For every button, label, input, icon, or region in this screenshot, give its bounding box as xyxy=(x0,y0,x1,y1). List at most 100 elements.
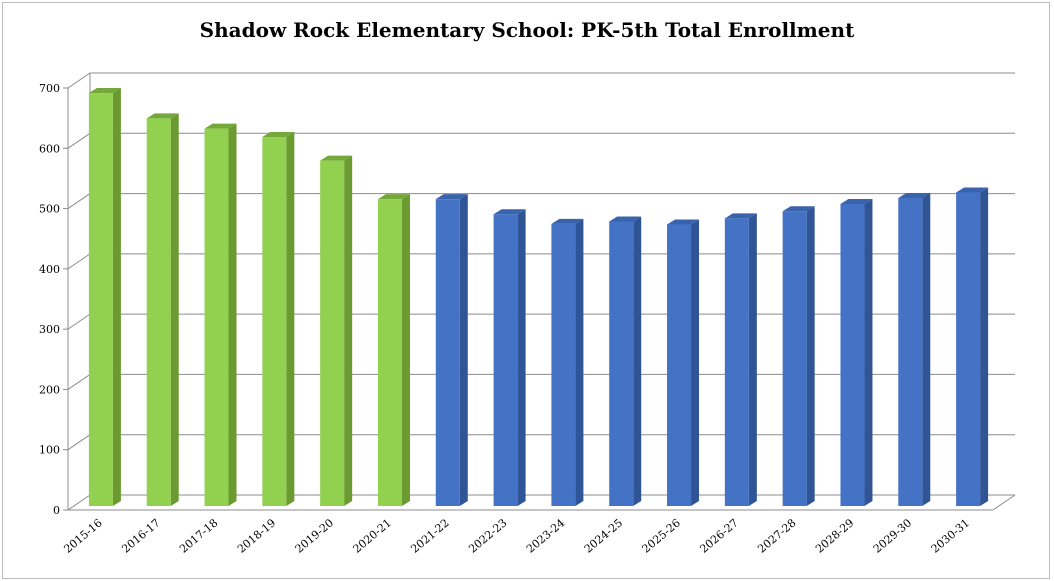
bar-side xyxy=(170,113,179,506)
x-tick-label-2030-31: 2030-31 xyxy=(929,516,972,555)
y-tick-label-700: 700 xyxy=(39,82,60,95)
bar-side xyxy=(575,218,584,506)
bar-2026-27 xyxy=(724,213,757,507)
bar-top xyxy=(782,206,815,212)
bar-top xyxy=(435,194,468,200)
bar-2022-23 xyxy=(493,209,526,506)
bar-front xyxy=(493,214,518,506)
bar-front xyxy=(667,224,692,507)
bar-top xyxy=(88,88,121,94)
x-tick-label-2021-22: 2021-22 xyxy=(408,516,451,555)
bar-top xyxy=(609,216,642,222)
bar-top xyxy=(493,209,526,215)
bar-side xyxy=(806,206,815,506)
bar-side xyxy=(633,216,642,507)
bar-side xyxy=(864,198,873,506)
x-tick-label-2023-24: 2023-24 xyxy=(524,516,567,555)
gridline-side-0 xyxy=(67,494,91,511)
bar-top xyxy=(204,123,237,129)
bar-side xyxy=(459,194,468,506)
bar-front xyxy=(320,160,345,506)
bar-top xyxy=(551,218,584,224)
bar-front xyxy=(377,199,402,506)
gridline-side-700 xyxy=(67,72,91,89)
bar-top xyxy=(667,219,700,225)
bar-top xyxy=(146,113,179,119)
y-tick-label-0: 0 xyxy=(53,504,60,517)
gridline-side-200 xyxy=(67,374,91,390)
x-tick-label-2026-27: 2026-27 xyxy=(697,516,740,555)
bar-front xyxy=(204,128,229,506)
y-tick-label-100: 100 xyxy=(39,444,60,457)
bar-side xyxy=(748,213,757,507)
x-tick-label-2027-28: 2027-28 xyxy=(755,516,798,555)
bar-front xyxy=(146,118,171,506)
x-tick-label-2022-23: 2022-23 xyxy=(466,516,509,555)
bar-2017-18 xyxy=(204,123,237,507)
y-tick-label-500: 500 xyxy=(39,203,60,216)
y-tick-label-200: 200 xyxy=(39,383,60,396)
gridline-side-600 xyxy=(67,132,91,149)
x-tick-label-2019-20: 2019-20 xyxy=(293,516,336,555)
bar-top xyxy=(724,213,757,219)
bar-front xyxy=(782,211,807,506)
bar-2015-16 xyxy=(88,88,121,507)
bars xyxy=(88,88,989,507)
x-tick-label-2028-29: 2028-29 xyxy=(813,516,856,555)
y-tick-label-600: 600 xyxy=(39,142,60,155)
bar-2023-24 xyxy=(551,218,584,506)
bar-top xyxy=(956,187,989,193)
bar-side xyxy=(922,192,931,506)
x-axis-ticks: 2015-16 2016-17 2017-18 2018-19 2019-20 2020-… xyxy=(61,516,972,555)
bar-side xyxy=(401,194,410,506)
bar-front xyxy=(551,223,576,506)
bar-side xyxy=(344,155,353,506)
bar-side xyxy=(286,132,295,506)
y-tick-label-400: 400 xyxy=(39,263,60,276)
x-tick-label-2029-30: 2029-30 xyxy=(871,516,914,555)
bar-2029-30 xyxy=(898,192,931,506)
chart-title: Shadow Rock Elementary School: PK-5th To… xyxy=(199,18,855,42)
y-tick-label-300: 300 xyxy=(39,323,60,336)
bar-top xyxy=(262,132,295,138)
bar-front xyxy=(609,221,634,507)
bar-2028-29 xyxy=(840,198,873,506)
bar-side xyxy=(228,123,237,507)
x-tick-label-2024-25: 2024-25 xyxy=(582,516,625,555)
bar-2018-19 xyxy=(262,132,295,506)
bar-side xyxy=(517,209,526,506)
floor-right-edge xyxy=(992,494,1016,511)
bar-2027-28 xyxy=(782,206,815,506)
bar-front xyxy=(898,197,923,506)
bar-front xyxy=(435,199,460,506)
x-tick-label-2016-17: 2016-17 xyxy=(119,516,162,555)
bar-front xyxy=(262,137,287,506)
bar-front xyxy=(724,218,749,507)
bar-2016-17 xyxy=(146,113,179,506)
gridline-side-500 xyxy=(67,193,91,209)
gridline-side-300 xyxy=(67,313,91,330)
bar-2021-22 xyxy=(435,194,468,506)
x-tick-label-2018-19: 2018-19 xyxy=(235,516,278,555)
bar-front xyxy=(88,93,113,507)
x-tick-label-2015-16: 2015-16 xyxy=(61,516,104,555)
bar-top xyxy=(898,192,931,198)
y-axis-ticks: 0 100 200 300 400 500 600 700 xyxy=(39,82,68,517)
bar-2020-21 xyxy=(377,194,410,506)
bar-top xyxy=(840,198,873,204)
gridline-side-100 xyxy=(67,434,91,451)
bar-front xyxy=(956,192,981,506)
bar-front xyxy=(840,203,865,506)
gridline-side-400 xyxy=(67,253,91,270)
bar-2024-25 xyxy=(609,216,642,507)
bar-2025-26 xyxy=(667,219,700,507)
bar-2019-20 xyxy=(320,155,353,506)
bar-side xyxy=(112,88,121,507)
bar-top xyxy=(377,194,410,200)
x-tick-label-2025-26: 2025-26 xyxy=(640,516,683,555)
bar-side xyxy=(980,187,989,506)
bar-2030-31 xyxy=(956,187,989,506)
x-tick-label-2020-21: 2020-21 xyxy=(351,516,394,555)
bar-side xyxy=(691,219,700,507)
